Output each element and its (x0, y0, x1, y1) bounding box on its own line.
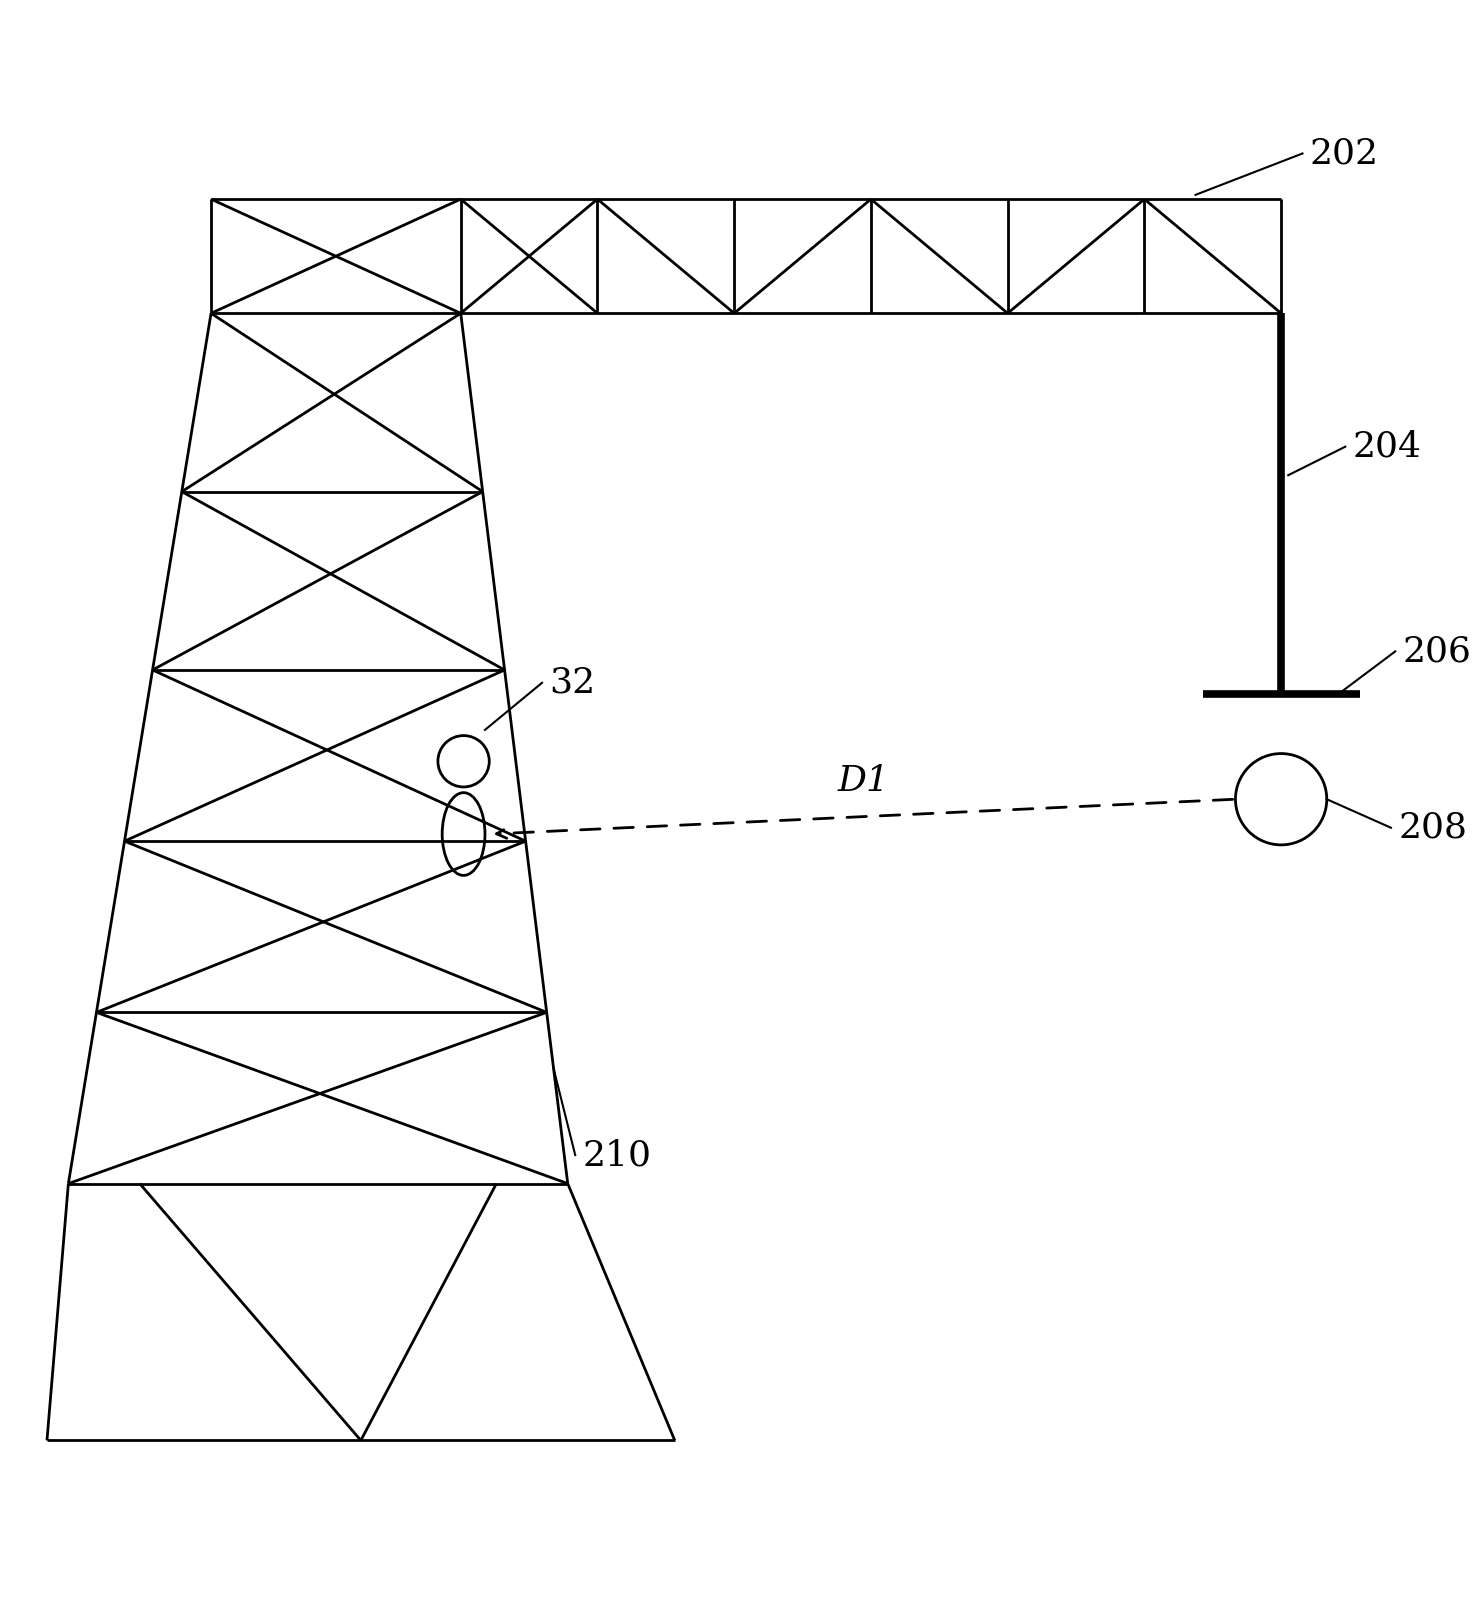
Text: 32: 32 (549, 665, 595, 699)
Text: 202: 202 (1309, 137, 1379, 171)
Text: D1: D1 (837, 764, 889, 797)
Text: 206: 206 (1403, 635, 1471, 669)
Text: 210: 210 (582, 1137, 652, 1173)
Text: 204: 204 (1352, 430, 1422, 464)
Text: 208: 208 (1398, 810, 1468, 844)
